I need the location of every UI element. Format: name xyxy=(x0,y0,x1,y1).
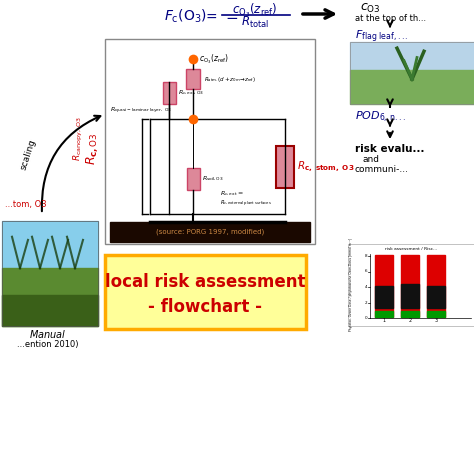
Bar xyxy=(427,311,445,317)
Bar xyxy=(350,70,474,104)
Text: communi-...: communi-... xyxy=(355,164,409,173)
Text: $\mathit{F}_\mathrm{c}(\mathrm{O}_3)$: $\mathit{F}_\mathrm{c}(\mathrm{O}_3)$ xyxy=(164,7,207,25)
Bar xyxy=(105,39,315,244)
Text: $c_{\mathrm{O}_3}(z_\mathrm{ref})$: $c_{\mathrm{O}_3}(z_\mathrm{ref})$ xyxy=(199,52,229,66)
Text: $\mathit{F}_{\mathrm{flag\ leaf,...}}$: $\mathit{F}_{\mathrm{flag\ leaf,...}}$ xyxy=(355,29,409,45)
Bar xyxy=(350,42,474,70)
Text: $\mathbf{\mathit{R}_{c,\ stom,\ O3}}$: $\mathbf{\mathit{R}_{c,\ stom,\ O3}}$ xyxy=(297,159,355,173)
Text: ...tom, O3: ...tom, O3 xyxy=(5,200,46,209)
Text: $-$: $-$ xyxy=(226,9,238,24)
Text: 8: 8 xyxy=(365,254,367,258)
Text: and: and xyxy=(363,155,380,164)
Bar xyxy=(401,255,419,317)
Text: $R_{c,\mathrm{ext}} =$: $R_{c,\mathrm{ext}} =$ xyxy=(220,190,245,198)
Bar xyxy=(401,284,419,308)
Text: 3: 3 xyxy=(435,319,438,323)
Text: risk evalu...: risk evalu... xyxy=(355,144,425,154)
Text: 2: 2 xyxy=(409,319,411,323)
Text: risk assessment / Risc...: risk assessment / Risc... xyxy=(385,247,437,251)
Bar xyxy=(348,244,474,326)
Bar xyxy=(375,311,393,317)
Bar xyxy=(2,221,98,326)
Text: $R_{c,\mathrm{ext,O3}}$: $R_{c,\mathrm{ext,O3}}$ xyxy=(178,89,204,97)
Text: Phytotox. Ozone Dose / phytotoxische Ozon-Dosis [mmol m⁻²]: Phytotox. Ozone Dose / phytotoxische Ozo… xyxy=(349,238,353,331)
Bar xyxy=(276,146,294,188)
Text: ...ention 2010): ...ention 2010) xyxy=(17,339,79,348)
Bar xyxy=(110,222,310,242)
Text: local risk assessment: local risk assessment xyxy=(105,273,306,291)
Text: $R_\mathrm{total}$: $R_\mathrm{total}$ xyxy=(241,14,269,29)
Text: 0: 0 xyxy=(365,316,367,320)
Text: 1: 1 xyxy=(383,319,385,323)
Text: $R_\mathrm{quasi-laminar\ layer,\ O3}$: $R_\mathrm{quasi-laminar\ layer,\ O3}$ xyxy=(110,106,172,116)
Text: (source: PORG 1997, modified): (source: PORG 1997, modified) xyxy=(156,229,264,235)
Text: $\mathbf{\mathit{R}_{\mathrm{canopy,\ O3}}}$: $\mathbf{\mathit{R}_{\mathrm{canopy,\ O3… xyxy=(72,117,84,162)
Text: $\mathbf{\mathit{c}_{\mathrm{O3}}}$: $\mathbf{\mathit{c}_{\mathrm{O3}}}$ xyxy=(360,1,381,15)
Text: - flowchart -: - flowchart - xyxy=(148,298,263,316)
Bar xyxy=(186,69,200,89)
Bar xyxy=(427,255,445,317)
Bar xyxy=(2,294,98,326)
Bar xyxy=(427,286,445,308)
Bar xyxy=(375,255,393,317)
Text: 6: 6 xyxy=(365,270,367,273)
Bar xyxy=(187,168,200,190)
Text: $R_{c,\mathrm{external\ plant\ surfaces}}$: $R_{c,\mathrm{external\ plant\ surfaces}… xyxy=(220,199,273,209)
Text: $\mathit{POD}_{6,\,\mathrm{n...}}$: $\mathit{POD}_{6,\,\mathrm{n...}}$ xyxy=(355,109,406,125)
FancyBboxPatch shape xyxy=(105,255,306,329)
Text: scaling: scaling xyxy=(19,137,37,171)
Bar xyxy=(375,286,393,308)
Text: $\mathit{Manual}$: $\mathit{Manual}$ xyxy=(29,328,67,340)
Text: $c_{\mathrm{O}_3}(z_\mathrm{ref})$: $c_{\mathrm{O}_3}(z_\mathrm{ref})$ xyxy=(232,1,278,19)
Text: $\mathbf{\mathit{R}_{c,\mathrm{O3}}}$: $\mathbf{\mathit{R}_{c,\mathrm{O3}}}$ xyxy=(84,133,100,165)
Text: 4: 4 xyxy=(365,285,367,289)
Text: $=$: $=$ xyxy=(202,9,218,23)
Text: at the top of th...: at the top of th... xyxy=(355,13,426,22)
Bar xyxy=(163,82,176,104)
Bar xyxy=(401,311,419,317)
Bar xyxy=(2,268,98,326)
Bar xyxy=(2,221,98,268)
Text: $R_\mathrm{atm.}(d+z_{0m}\!\to\!z_\mathrm{ref})$: $R_\mathrm{atm.}(d+z_{0m}\!\to\!z_\mathr… xyxy=(204,74,256,83)
Text: $R_{\mathrm{soil,O3}}$: $R_{\mathrm{soil,O3}}$ xyxy=(202,175,224,183)
Text: 2: 2 xyxy=(365,301,367,304)
Bar xyxy=(350,42,474,104)
